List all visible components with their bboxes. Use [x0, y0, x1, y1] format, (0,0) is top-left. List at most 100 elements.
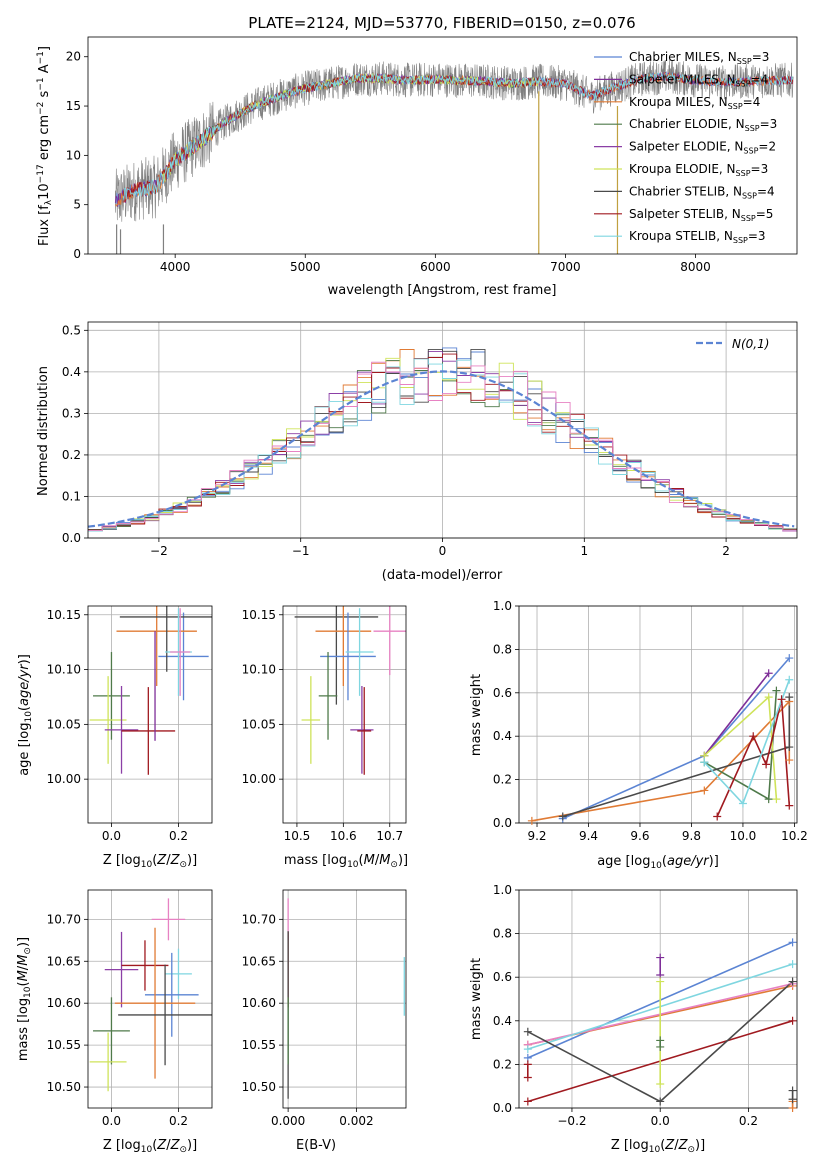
legend-label: Salpeter ELODIE, NSSP=2 — [629, 140, 776, 156]
age-vs-z-panel: 0.0 0.2 10.00 10.05 10.10 10.15 — [47, 605, 213, 843]
x-tick-label: 10.0 — [730, 829, 757, 843]
weight-vs-z-panel: −0.2 0.0 0.2 0.0 0.2 0.4 0.6 0.8 1.0 — [493, 883, 798, 1128]
error-bar-point — [89, 1032, 127, 1092]
y-tick-label: 10.60 — [47, 996, 81, 1010]
x-tick-label: 9.4 — [579, 829, 598, 843]
plus-marker — [738, 799, 747, 808]
plus-marker — [772, 795, 781, 804]
plus-marker — [785, 654, 794, 663]
plus-marker — [700, 786, 709, 795]
y-tick-label: 1.0 — [493, 599, 512, 613]
y-tick-label: 0.5 — [62, 323, 81, 337]
age-vs-mass-panel: 10.5 10.6 10.7 10.00 10.05 10.10 10.15 — [242, 605, 407, 843]
y-tick-label: 0.3 — [62, 406, 81, 420]
x-tick-label: 9.8 — [682, 829, 701, 843]
error-bar-point — [89, 676, 127, 764]
legend-nssp: =2 — [758, 140, 776, 154]
mass-vs-z-ylabel: mass [log10(M/M⊙)] — [16, 937, 33, 1061]
grid-lines — [88, 890, 212, 1108]
y-tick-label: 5 — [73, 198, 81, 212]
mass-vs-ebv-xlabel: E(B-V) — [296, 1138, 336, 1153]
plus-marker — [788, 1104, 797, 1112]
x-tick-label: 2 — [722, 544, 730, 558]
spectrum-panel: 4000 5000 6000 7000 8000 0 5 10 15 20 — [66, 36, 798, 274]
x-tick-label: 9.6 — [630, 829, 649, 843]
x-tick-label: 0.2 — [169, 829, 188, 843]
grid-lines — [519, 605, 797, 824]
mass-weight-line — [531, 699, 791, 822]
y-tick-label: 0.4 — [62, 365, 81, 379]
residual-ylabel: Normed distribution — [36, 366, 51, 496]
y-tick-label: 10.70 — [242, 912, 276, 926]
x-tick-label: 0.0 — [102, 1114, 121, 1128]
mass-weight-line — [703, 695, 778, 800]
legend-label: Kroupa STELIB, NSSP=3 — [629, 229, 766, 245]
plus-marker — [749, 732, 758, 741]
axes-frame — [518, 889, 798, 1109]
axes-frame — [518, 605, 798, 824]
x-tick-label: 7000 — [550, 260, 581, 274]
x-tick-label: 1 — [580, 544, 588, 558]
plus-marker — [788, 938, 797, 947]
plus-marker — [764, 795, 773, 804]
y-tick-label: 10.70 — [47, 912, 81, 926]
x-tick-label: −2 — [150, 544, 168, 558]
model-spectrum-line — [122, 72, 794, 201]
plus-marker — [785, 693, 794, 702]
legend-subscript: SSP — [728, 102, 743, 111]
weight-vs-age-panel: 9.2 9.4 9.6 9.8 10.0 10.2 0.0 0.2 0.4 0.6 0.8 1.0 — [493, 599, 808, 843]
legend-nssp: =3 — [751, 162, 769, 176]
legend-nssp: =4 — [757, 184, 775, 198]
plus-marker — [656, 1080, 665, 1089]
y-tick-label: 10.65 — [47, 954, 81, 968]
error-bar-point — [357, 687, 372, 775]
residual-histogram — [88, 361, 797, 532]
x-tick-label: 10.6 — [330, 829, 357, 843]
axes-frame — [282, 889, 407, 1109]
error-bar-point — [165, 948, 192, 999]
legend-subscript: SSP — [742, 191, 757, 200]
plus-marker — [777, 695, 786, 704]
legend-label: Chabrier MILES, NSSP=3 — [629, 50, 769, 66]
y-tick-label: 1.0 — [493, 883, 512, 897]
mass-weight-line — [703, 672, 770, 757]
grid-lines — [283, 606, 406, 823]
plus-marker — [788, 1086, 797, 1095]
mass-vs-z-panel: 0.0 0.2 10.50 10.55 10.60 10.65 10.70 — [47, 889, 213, 1128]
legend-label: Kroupa MILES, NSSP=4 — [629, 95, 760, 111]
y-tick-label: 0.4 — [493, 729, 512, 743]
weight-vs-z-xlabel: Z [log10(Z/Z⊙)] — [611, 1138, 705, 1155]
y-tick-label: 15 — [66, 99, 81, 113]
plus-marker — [788, 1095, 797, 1104]
plot-area — [531, 657, 791, 822]
error-bar-point — [114, 927, 196, 1079]
x-tick-label: 0.0 — [651, 1114, 670, 1128]
y-tick-label: 10.00 — [242, 772, 276, 786]
error-bar-point — [144, 952, 199, 1037]
plus-marker — [523, 1027, 532, 1036]
y-tick-label: 0.2 — [493, 1057, 512, 1071]
error-bar-point — [318, 652, 338, 740]
y-tick-label: 0.0 — [62, 531, 81, 545]
y-tick-label: 0.0 — [493, 1101, 512, 1115]
plus-marker — [656, 977, 665, 986]
legend-name: Chabrier ELODIE, N — [629, 117, 745, 131]
age-vs-mass-xlabel: mass [log10(M/M⊙)] — [284, 853, 408, 870]
legend-name: Salpeter MILES, N — [629, 72, 736, 86]
y-tick-label: 10.05 — [242, 717, 276, 731]
axes-frame — [87, 889, 213, 1109]
x-tick-label: 10.2 — [781, 829, 808, 843]
x-tick-label: 8000 — [680, 260, 711, 274]
plus-marker — [700, 758, 709, 767]
weight-vs-age-xlabel: age [log10(age/yr)] — [597, 854, 719, 871]
x-tick-label: −1 — [292, 544, 310, 558]
error-bar-point — [121, 940, 169, 991]
x-tick-label: −0.2 — [557, 1114, 586, 1128]
error-bar-point — [320, 612, 376, 701]
legend-name: Chabrier STELIB, N — [629, 184, 742, 198]
plot-area — [89, 606, 212, 775]
axes-frame — [282, 605, 407, 824]
legend-label: Chabrier ELODIE, NSSP=3 — [629, 117, 777, 133]
legend-nssp: =4 — [743, 95, 761, 109]
